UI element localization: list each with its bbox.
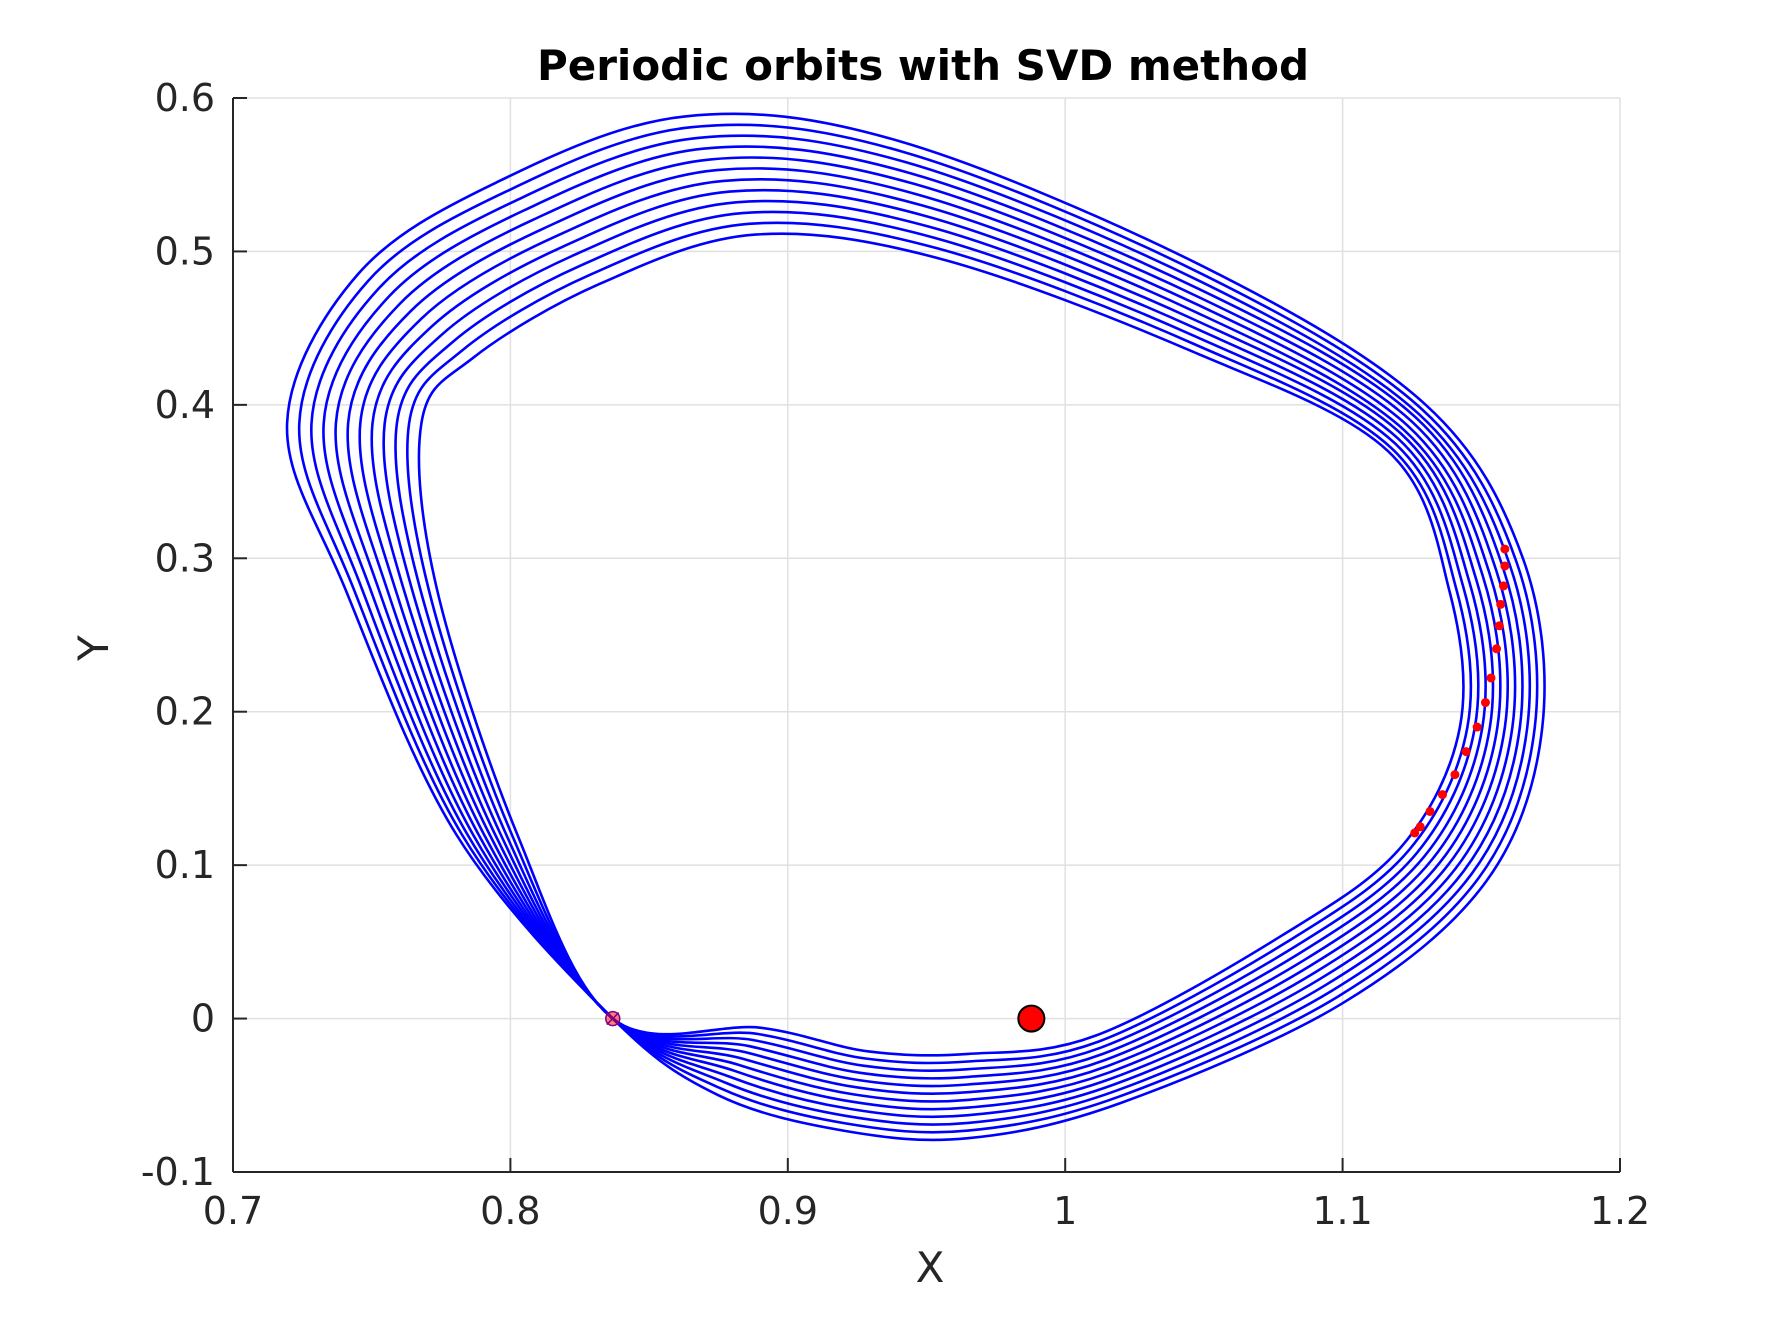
orbit-line-4 <box>322 145 1524 1119</box>
orbit-start-marker <box>1500 544 1510 554</box>
y-tick-label: 0 <box>191 997 215 1041</box>
orbit-line-9 <box>382 199 1487 1080</box>
orbit-line-6 <box>346 167 1509 1103</box>
orbit-start-marker <box>1492 644 1502 654</box>
primary-body-marker <box>1017 1004 1046 1033</box>
orbit-line-2 <box>297 123 1539 1134</box>
orbit-start-marker <box>1496 599 1506 609</box>
orbit-line-8 <box>370 188 1495 1088</box>
y-tick-label: 0.5 <box>155 229 215 273</box>
orbit-start-marker <box>1486 673 1496 683</box>
orbit-start-marker <box>1472 722 1482 732</box>
orbit-start-marker <box>1450 770 1460 780</box>
orbit-start-marker <box>1415 822 1425 832</box>
orbit-start-marker <box>1500 561 1510 571</box>
y-tick-label: 0.6 <box>155 76 215 120</box>
y-tick-label: 0.2 <box>155 690 215 734</box>
x-axis-label: X <box>916 1243 945 1292</box>
axes-layer <box>232 97 1621 1173</box>
y-tick-label: -0.1 <box>141 1150 215 1194</box>
tick-label-layer: 0.7 0.8 0.9 1 1.1 1.2 -0.1 0 0.1 0.2 0.3 0.4 0.5 0.6 <box>141 76 1650 1233</box>
y-tick-label: 0.3 <box>155 536 215 580</box>
orbit-line-12 <box>417 232 1465 1057</box>
x-tick-label: 1.2 <box>1590 1189 1650 1233</box>
y-axis-label: Y <box>69 635 118 662</box>
orbit-start-marker <box>1425 806 1435 816</box>
secondary-body-cross-b <box>606 1012 620 1026</box>
orbit-line-3 <box>310 134 1532 1126</box>
y-tick-label: 0.4 <box>155 383 215 427</box>
orbit-line-11 <box>405 221 1473 1065</box>
orbit-line-7 <box>358 177 1502 1096</box>
x-tick-label: 0.8 <box>480 1189 540 1233</box>
orbit-start-marker <box>1480 698 1490 708</box>
grid-layer <box>232 97 1621 1173</box>
series-layer <box>285 112 1546 1142</box>
x-tick-label: 0.9 <box>758 1189 818 1233</box>
orbit-line-10 <box>394 210 1480 1072</box>
orbit-line-1 <box>285 112 1546 1142</box>
y-tick-label: 0.1 <box>155 843 215 887</box>
orbit-start-marker <box>1494 621 1504 631</box>
marker-layer <box>605 544 1510 1033</box>
orbit-line-5 <box>334 156 1517 1111</box>
orbit-start-marker <box>1437 790 1447 800</box>
x-tick-label: 1 <box>1053 1189 1077 1233</box>
x-tick-label: 0.7 <box>203 1189 263 1233</box>
orbit-start-marker <box>1410 828 1420 838</box>
orbit-start-marker <box>1461 747 1471 757</box>
orbit-start-marker <box>1498 581 1508 591</box>
x-tick-label: 1.1 <box>1312 1189 1372 1233</box>
chart-title: Periodic orbits with SVD method <box>537 41 1309 90</box>
